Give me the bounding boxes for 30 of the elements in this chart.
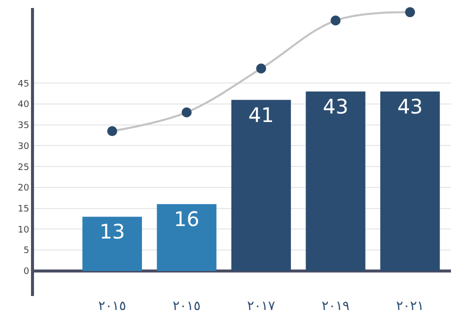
bar [82,216,142,271]
point [107,126,118,136]
bar [380,91,440,271]
y-tick-label: 35 [18,121,30,132]
x-tick-label: ٢٠١٩ [322,299,350,314]
point [182,107,192,118]
y-tick-label: 20 [18,184,30,194]
point [256,64,266,74]
x-tick-label: ٢٠١٥ [98,299,126,314]
y-tick-label: 45 [18,79,30,90]
bar [231,100,291,271]
y-tick-label: 40 [18,100,30,110]
data-label: 13 [99,220,125,244]
point [330,16,341,26]
data-label: 41 [248,102,274,127]
y-tick-label: 25 [18,162,30,173]
x-tick-label: ٢٠١٥ [172,299,201,314]
data-label: 16 [174,207,200,232]
data-label: 43 [397,94,423,118]
y-tick-label: 0 [23,267,30,278]
bar [156,204,216,271]
y-tick-label: 5 [23,246,30,256]
point [405,7,416,18]
x-tick-label: ٢٠٢١ [396,299,424,314]
y-tick-label: 30 [18,142,30,152]
y-tick-label: 10 [18,225,30,236]
y-tick-label: 15 [18,204,30,214]
bar [306,91,366,271]
x-tick-label: ٢٠١٧ [247,299,276,314]
data-label: 43 [322,94,348,118]
